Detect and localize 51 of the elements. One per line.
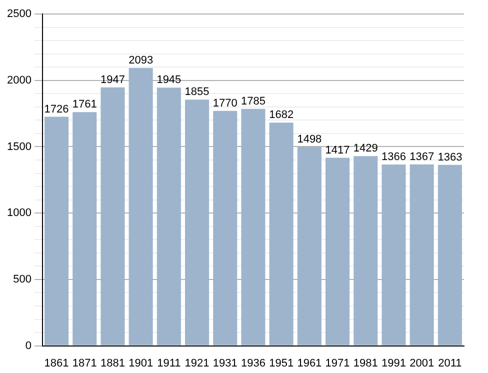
data-label: 1366 xyxy=(382,151,406,164)
x-tick-label: 1931 xyxy=(212,357,238,370)
x-tick-label: 1871 xyxy=(72,357,97,370)
data-label: 1770 xyxy=(212,97,238,110)
y-tick-label: 0 xyxy=(25,340,32,352)
x-tick-label: 1991 xyxy=(382,357,406,370)
x-tick-label: 1971 xyxy=(325,357,350,370)
x-tick-label: 1861 xyxy=(44,357,69,370)
y-tick-label: 1500 xyxy=(6,140,32,153)
bar xyxy=(438,164,462,346)
bar xyxy=(128,68,153,346)
bar xyxy=(354,156,378,346)
y-tick-label: 2500 xyxy=(6,8,32,20)
data-label: 1761 xyxy=(72,98,97,111)
data-label: 2093 xyxy=(128,54,154,67)
bar xyxy=(185,100,210,346)
data-label: 1429 xyxy=(353,142,378,155)
x-tick-label: 1901 xyxy=(128,357,154,370)
x-tick-label: 1911 xyxy=(157,357,181,370)
data-label: 1947 xyxy=(100,74,125,86)
bar xyxy=(72,112,97,346)
bar xyxy=(213,110,238,346)
x-tick-label: 1881 xyxy=(100,357,125,370)
data-label: 1682 xyxy=(269,109,294,122)
x-tick-label: 1921 xyxy=(184,357,210,370)
x-tick-label: 1936 xyxy=(240,357,266,370)
x-tick-label: 1951 xyxy=(269,357,294,370)
y-tick-label: 500 xyxy=(13,273,32,286)
y-tick-label: 2000 xyxy=(6,74,32,86)
bar xyxy=(241,108,266,346)
x-tick-label: 2011 xyxy=(438,357,462,370)
data-label: 1726 xyxy=(44,103,69,116)
bar xyxy=(382,164,406,346)
data-label: 1498 xyxy=(297,134,322,146)
data-label: 1417 xyxy=(325,144,350,156)
data-label: 1855 xyxy=(184,86,210,98)
y-tick-label: 1000 xyxy=(6,207,32,220)
x-tick-label: 1981 xyxy=(353,357,378,370)
data-label: 1945 xyxy=(156,74,182,86)
bar xyxy=(410,164,434,346)
bar xyxy=(44,116,69,346)
bar xyxy=(269,122,294,346)
x-tick-label: 1961 xyxy=(297,357,322,370)
bar xyxy=(326,158,350,346)
bar xyxy=(297,146,322,346)
data-label: 1367 xyxy=(410,150,434,163)
data-label: 1785 xyxy=(240,95,266,108)
data-label: 1363 xyxy=(438,151,462,164)
bar xyxy=(156,88,181,346)
x-tick-label: 2001 xyxy=(410,357,434,370)
bar xyxy=(100,87,125,346)
